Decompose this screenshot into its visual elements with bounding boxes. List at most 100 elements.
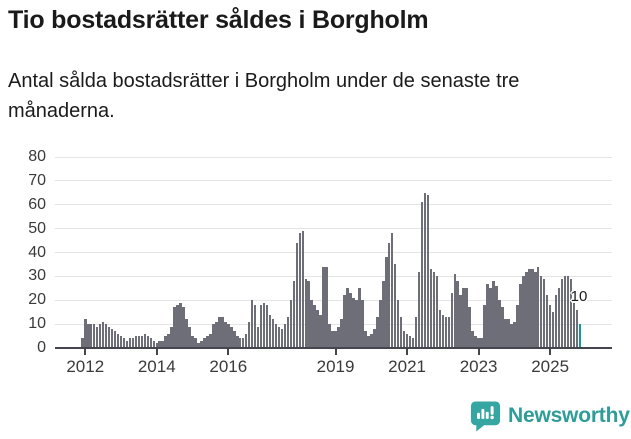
- bar: [507, 319, 510, 348]
- x-axis-tick: [334, 349, 337, 355]
- bar: [408, 336, 412, 348]
- bar: [83, 319, 87, 348]
- bar: [545, 295, 549, 348]
- bar: [563, 276, 567, 348]
- x-axis-line: [55, 346, 612, 349]
- bar: [423, 192, 427, 348]
- bar: [548, 305, 552, 348]
- bar: [119, 336, 123, 348]
- bar: [474, 336, 477, 348]
- bar: [387, 242, 391, 348]
- bar: [247, 321, 251, 348]
- bar: [292, 281, 296, 348]
- bar: [319, 314, 322, 348]
- bar: [557, 288, 561, 348]
- bar: [340, 319, 343, 348]
- bar: [569, 278, 573, 348]
- bar: [232, 331, 236, 348]
- bar: [530, 269, 534, 348]
- bar: [200, 340, 203, 348]
- bar: [331, 331, 334, 348]
- x-axis-tick: [227, 349, 230, 355]
- bar: [203, 338, 206, 348]
- gridline: [55, 156, 612, 158]
- bar: [110, 328, 114, 348]
- bar: [238, 338, 242, 348]
- bar: [113, 331, 117, 348]
- bar: [167, 333, 170, 348]
- bar: [265, 305, 269, 348]
- newsworthy-logo-text: Newsworthy: [508, 404, 630, 427]
- bar: [212, 324, 215, 348]
- bar: [355, 300, 358, 348]
- bar: [489, 288, 492, 348]
- plot-area: [55, 156, 612, 348]
- bar: [420, 202, 424, 348]
- y-axis-label: 70: [28, 171, 46, 189]
- bar: [143, 333, 147, 348]
- highlighted-bar: [578, 324, 582, 348]
- bar: [560, 278, 564, 348]
- gridline: [55, 180, 612, 182]
- bar: [149, 338, 153, 348]
- bar: [218, 316, 221, 348]
- value-annotation: 10: [570, 288, 588, 306]
- y-axis-label: 20: [28, 291, 46, 309]
- bar: [250, 300, 254, 348]
- bar: [572, 300, 576, 348]
- bar: [501, 307, 504, 348]
- bar: [152, 340, 156, 348]
- bar: [533, 271, 537, 348]
- x-axis-label: 2012: [66, 357, 105, 376]
- gridline: [55, 275, 612, 277]
- bar: [280, 328, 284, 348]
- bar: [480, 338, 483, 348]
- bar: [194, 338, 197, 348]
- bar: [301, 231, 305, 348]
- bar: [450, 293, 454, 348]
- bar: [224, 321, 227, 348]
- bar: [468, 307, 471, 348]
- bar: [182, 307, 185, 348]
- gridline: [55, 323, 612, 325]
- bar: [483, 305, 486, 348]
- bar: [209, 333, 212, 348]
- bar: [367, 336, 370, 348]
- bar: [486, 283, 489, 348]
- bar: [376, 316, 379, 348]
- gridline: [55, 299, 612, 301]
- bar: [235, 336, 239, 348]
- bar: [539, 276, 543, 348]
- bar: [215, 321, 218, 348]
- bar: [227, 324, 230, 348]
- bar: [164, 336, 167, 348]
- bar: [283, 324, 287, 348]
- bar: [122, 338, 126, 348]
- bar: [179, 302, 182, 348]
- bar: [262, 302, 266, 348]
- bar: [554, 295, 558, 348]
- chart-title: Tio bostadsrätter såldes i Borgholm: [8, 6, 429, 34]
- bar: [268, 314, 272, 348]
- bar: [86, 324, 90, 348]
- bar: [230, 326, 233, 348]
- bar: [471, 331, 474, 348]
- bar: [358, 288, 361, 348]
- bar: [92, 324, 96, 348]
- bar: [492, 281, 495, 348]
- bar: [429, 269, 433, 348]
- bar: [337, 326, 340, 348]
- bar: [140, 336, 144, 348]
- bar: [462, 288, 465, 348]
- y-axis-label: 10: [28, 315, 46, 333]
- bar: [104, 324, 108, 348]
- gridline: [55, 204, 612, 206]
- bar: [128, 338, 132, 348]
- x-axis-label: 2016: [209, 357, 248, 376]
- x-axis-tick: [155, 349, 158, 355]
- bar: [89, 324, 93, 348]
- bar: [542, 278, 546, 348]
- bar: [361, 300, 364, 348]
- bar: [435, 276, 439, 348]
